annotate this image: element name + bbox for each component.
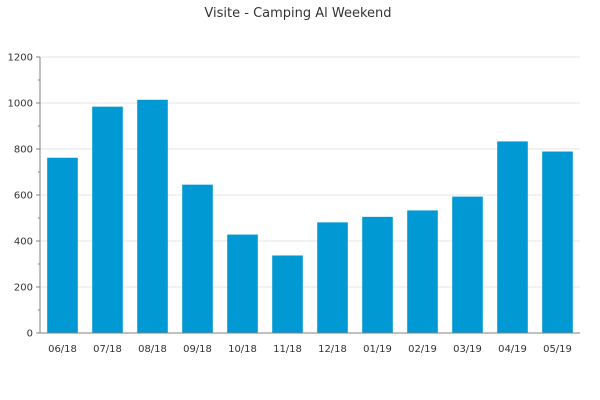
bar (227, 234, 258, 333)
bar (407, 210, 438, 333)
bar (362, 216, 393, 333)
x-tick-label: 05/19 (543, 344, 572, 355)
x-tick-label: 12/18 (318, 344, 347, 355)
x-tick-label: 07/18 (93, 344, 122, 355)
y-tick-label: 600 (14, 191, 33, 202)
bar (542, 151, 573, 333)
bars (47, 99, 573, 334)
x-tick-label: 10/18 (228, 344, 257, 355)
y-axis-ticks: 0 200 400 600 800 1000 1200 (8, 53, 40, 340)
grid-lines (40, 56, 580, 288)
y-tick-label: 0 (27, 329, 33, 340)
bar (182, 184, 213, 333)
y-tick-label: 200 (14, 283, 33, 294)
y-tick-label: 400 (14, 237, 33, 248)
bar (272, 255, 303, 333)
x-tick-label: 08/18 (138, 344, 167, 355)
x-tick-label: 03/19 (453, 344, 482, 355)
bar (47, 157, 78, 333)
x-tick-label: 04/19 (498, 344, 527, 355)
x-tick-label: 11/18 (273, 344, 302, 355)
bar (452, 196, 483, 333)
chart-title: Visite - Camping Al Weekend (204, 6, 391, 21)
bar (317, 222, 348, 333)
x-tick-label: 02/19 (408, 344, 437, 355)
y-tick-label: 800 (14, 145, 33, 156)
bar (92, 106, 123, 334)
bar (497, 141, 528, 333)
x-tick-label: 01/19 (363, 344, 392, 355)
y-tick-label: 1000 (8, 99, 33, 110)
x-axis-ticks: 06/18 07/18 08/18 09/18 10/18 11/18 12/18 01/19… (48, 344, 572, 355)
x-tick-label: 09/18 (183, 344, 212, 355)
bar (137, 99, 168, 333)
x-tick-label: 06/18 (48, 344, 77, 355)
y-tick-label: 1200 (8, 53, 33, 64)
